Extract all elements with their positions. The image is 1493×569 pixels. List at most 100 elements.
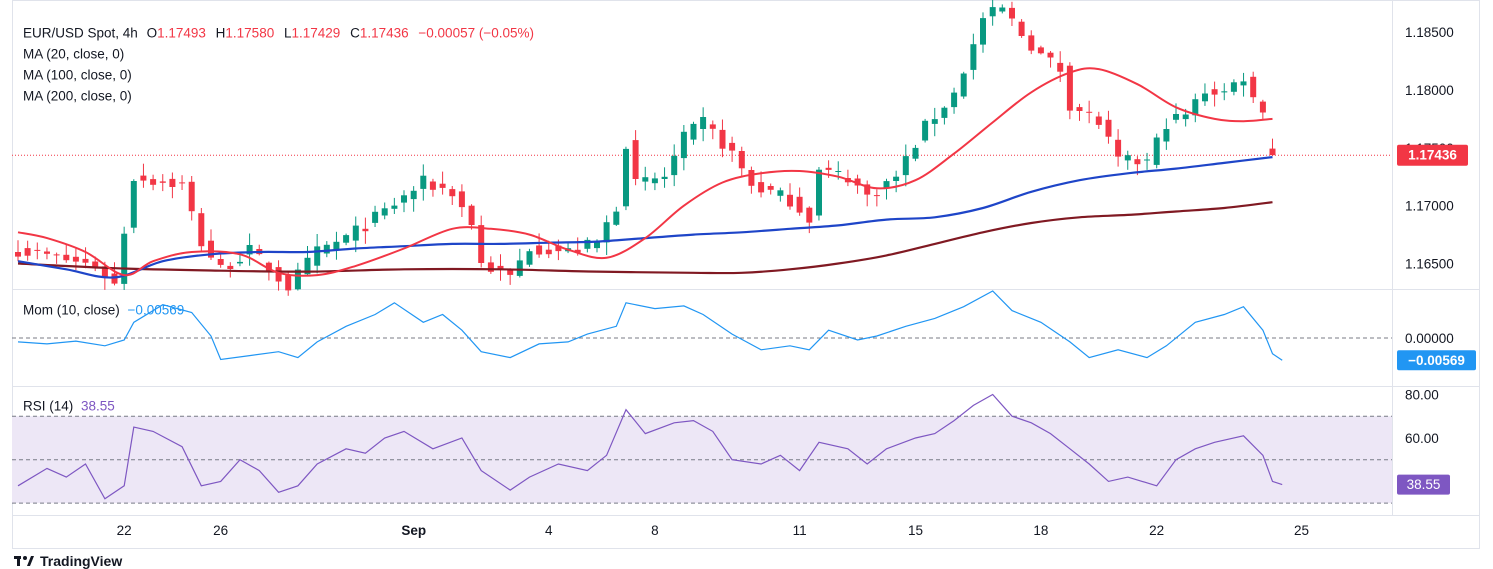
candle-body: [24, 248, 31, 256]
price-axis: 1.185001.180001.175001.170001.165000.000…: [1405, 25, 1454, 446]
time-tick-label: 4: [545, 523, 553, 538]
rsi-tick-label: 60.00: [1405, 431, 1439, 446]
candle-body: [1115, 139, 1122, 157]
candle-body: [323, 244, 330, 254]
candle-body: [816, 169, 822, 216]
time-tick-label: 22: [117, 523, 132, 538]
candle-body: [738, 151, 745, 169]
candle-body: [951, 92, 958, 108]
candle-body: [294, 269, 301, 290]
candle-body: [690, 123, 697, 140]
candle-body: [1182, 114, 1189, 120]
momentum-value: −0.00569: [128, 303, 185, 318]
candle-body: [130, 181, 137, 228]
candle-body: [449, 189, 456, 197]
candle-body: [931, 119, 938, 124]
candle-body: [777, 190, 784, 196]
candle-body: [458, 191, 465, 208]
candle-body: [980, 18, 986, 45]
chart-frame: [12, 0, 1480, 549]
candle-body: [1105, 119, 1112, 137]
candle-body: [748, 170, 755, 186]
candle-body: [237, 261, 243, 264]
change-value: −0.00057 (−0.05%): [418, 26, 534, 41]
candle-body: [796, 196, 803, 213]
tradingview-logo-icon: [14, 556, 34, 566]
candle-body: [623, 148, 629, 207]
candle-body: [429, 181, 436, 190]
candle-body: [188, 181, 195, 212]
candle-body: [922, 120, 929, 141]
moving-averages: [17, 67, 1273, 279]
candle-body: [603, 222, 610, 243]
candle-body: [140, 175, 147, 181]
svg-text:Mom (10, close) −0.00569: Mom (10, close) −0.00569: [23, 303, 184, 318]
candle-body: [806, 207, 813, 223]
candle-body: [265, 262, 272, 273]
rsi-value: 38.55: [81, 399, 115, 414]
candle-body: [343, 235, 350, 243]
candle-body: [661, 176, 668, 179]
candle-body: [729, 142, 736, 151]
candle-body: [999, 7, 1006, 12]
candle-body: [1240, 81, 1247, 86]
price-tick-label: 1.16500: [1405, 257, 1454, 272]
candle-body: [352, 225, 359, 241]
candle-body: [941, 107, 948, 118]
legend-ma200: MA (200, close, 0): [23, 89, 132, 104]
candle-body: [44, 251, 50, 254]
candle-body: [1221, 91, 1228, 93]
candle-body: [555, 245, 562, 252]
candle-body: [285, 275, 292, 291]
candle-body: [159, 181, 166, 183]
candle-body: [902, 156, 909, 176]
candle-body: [1066, 65, 1073, 111]
candle-body: [854, 178, 861, 186]
candle-body: [497, 265, 504, 269]
candle-body: [487, 262, 494, 272]
rsi-line: [17, 393, 1283, 500]
candle-body: [1047, 52, 1054, 58]
low-key: L: [284, 26, 292, 41]
candle-body: [835, 171, 842, 172]
candle-body: [1018, 21, 1025, 36]
time-tick-label: 15: [908, 523, 923, 538]
close-key: C: [350, 26, 360, 41]
candle-body: [381, 208, 388, 216]
candle-body: [1192, 99, 1199, 116]
candle-body: [719, 129, 726, 149]
candle-body: [912, 147, 919, 159]
candle-body: [1009, 7, 1015, 19]
candle-body: [1211, 89, 1218, 95]
momentum-line: [17, 290, 1283, 361]
momentum-title: Mom (10, close): [23, 303, 120, 318]
candle-body: [72, 256, 79, 262]
candle-body: [526, 251, 533, 265]
momentum-tick-label: 0.00000: [1405, 331, 1454, 346]
low-value: 1.17429: [292, 26, 341, 41]
candle-body: [671, 155, 678, 176]
candle-body: [516, 260, 523, 276]
candle-body: [787, 194, 793, 207]
candle-body: [1259, 101, 1266, 113]
momentum-value-badge: −0.00569: [1397, 350, 1476, 371]
tradingview-brand: TradingView: [14, 553, 122, 569]
candle-body: [1173, 114, 1179, 120]
candle-body: [574, 249, 581, 253]
time-tick-label: Sep: [401, 523, 426, 538]
time-tick-label: 18: [1033, 523, 1048, 538]
candles: [15, 0, 1276, 296]
candle-body: [468, 205, 475, 225]
candle-body: [970, 44, 977, 70]
high-value: 1.17580: [225, 26, 274, 41]
candle-body: [1230, 82, 1237, 92]
ma20-line: [17, 67, 1273, 277]
momentum-legend: Mom (10, close) −0.00569: [23, 303, 184, 318]
momentum-panel: [12, 290, 1392, 361]
candle-body: [758, 182, 765, 193]
candle-body: [893, 176, 900, 181]
candle-body: [1086, 111, 1093, 113]
candle-body: [883, 181, 890, 188]
candle-body: [246, 245, 253, 255]
